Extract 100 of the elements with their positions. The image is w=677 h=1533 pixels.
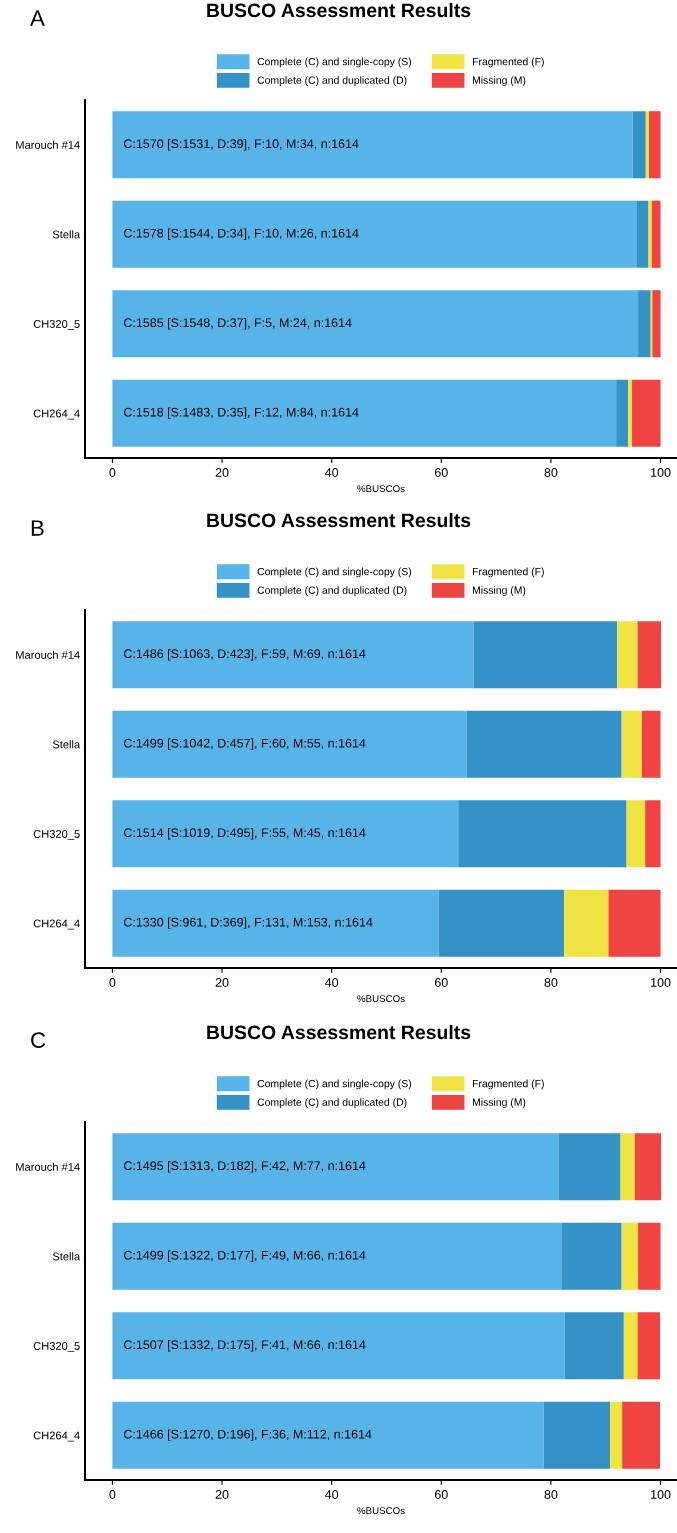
legend-label: Fragmented (F) [472,57,544,68]
bar [620,1133,635,1201]
annotation: C:1514 [S:1019, D:495], F:55, M:45, n:1614 [124,827,366,840]
legend-label: Complete (C) and duplicated (D) [257,76,407,86]
annotation: C:1578 [S:1544, D:34], F:10, M:26, n:1614 [124,228,359,241]
legend-label: Missing (M) [472,586,526,596]
legend-label: Fragmented (F) [472,567,544,578]
legend-label: Complete (C) and single-copy (S) [257,567,412,578]
y-tick-label: CH320_5 [33,320,80,330]
bar [621,1222,639,1290]
annotation: C:1330 [S:961, D:369], F:131, M:153, n:1614 [124,917,373,930]
chart-title: BUSCO Assessment Results [207,1024,471,1040]
x-tick-label: 40 [325,468,339,477]
bar [112,1401,544,1469]
y-tick-label: CH264_4 [33,1431,80,1442]
x-tick-label: 20 [215,1490,229,1499]
y-tick-label: CH264_4 [33,919,80,930]
x-tick-label: 0 [109,978,116,987]
bar [112,111,633,179]
y-tick-label: Stella [52,1252,81,1261]
y-tick-label: CH320_5 [33,830,80,840]
legend-label: Missing (M) [472,1098,526,1108]
y-tick-label: Stella [52,740,81,749]
bar [558,1133,621,1201]
bar [112,1222,562,1290]
bar [634,1133,662,1201]
x-tick-label: 80 [544,978,558,987]
bar [473,621,618,689]
bar [112,800,459,868]
bar [438,889,565,957]
x-tick-label: 60 [434,1490,448,1499]
bar [112,379,617,447]
annotation: C:1499 [S:1322, D:177], F:49, M:66, n:1614 [124,1250,366,1263]
bar [649,111,661,179]
bar [645,111,650,179]
x-tick-label: 20 [215,468,229,477]
bar [637,621,662,689]
legend-label: Fragmented (F) [472,1079,544,1090]
x-axis-title: %BUSCOs [357,995,405,1003]
bar [610,1401,623,1469]
x-tick-label: 80 [544,1490,558,1499]
x-tick-label: 80 [544,468,558,477]
bar [621,710,642,778]
x-axis-title: %BUSCOs [357,485,405,493]
bar [564,1312,624,1380]
bar [645,800,661,868]
bar [466,710,622,778]
chart-title: BUSCO Assessment Results [207,2,471,18]
legend-label: Complete (C) and single-copy (S) [257,57,412,68]
bar [641,710,661,778]
y-tick-label: Stella [52,230,81,239]
annotation: C:1499 [S:1042, D:457], F:60, M:55, n:1614 [124,738,366,751]
bar [112,1133,559,1201]
x-tick-label: 100 [651,468,671,477]
bar [636,200,649,268]
bar [112,889,439,957]
legend-label: Complete (C) and duplicated (D) [257,586,407,596]
x-tick-label: 0 [109,468,116,477]
y-tick-label: Marouch #14 [16,1162,80,1171]
x-tick-label: 40 [325,978,339,987]
x-tick-label: 100 [651,978,671,987]
bar [632,111,646,179]
bar [637,1312,661,1380]
annotation: C:1507 [S:1332, D:175], F:41, M:66, n:1614 [124,1339,366,1352]
annotation: C:1486 [S:1063, D:423], F:59, M:69, n:1614 [124,648,366,661]
bar [652,290,661,358]
legend-label: Complete (C) and duplicated (D) [257,1098,407,1108]
y-tick-label: CH264_4 [33,409,80,420]
bar [112,710,467,778]
bar [112,200,637,268]
annotation: C:1570 [S:1531, D:39], F:10, M:34, n:1614 [124,138,359,151]
bar [564,889,609,957]
x-tick-label: 20 [215,978,229,987]
bar [112,621,474,689]
bar [561,1222,622,1290]
y-tick-label: CH320_5 [33,1342,80,1352]
text: A [30,10,45,26]
bar [112,1312,565,1380]
text: C [31,1032,46,1048]
bar [651,200,661,268]
text: B [31,520,44,536]
bar [626,800,646,868]
bar [638,1222,661,1290]
bar [623,1312,638,1380]
annotation: C:1466 [S:1270, D:196], F:36, M:112, n:1614 [124,1429,372,1442]
chart-title: BUSCO Assessment Results [207,512,471,528]
bar [628,379,633,447]
legend-label: Missing (M) [472,76,526,86]
bar [648,200,652,268]
x-tick-label: 60 [434,468,448,477]
bar [638,290,651,358]
bar [616,379,629,447]
x-tick-label: 0 [109,1490,116,1499]
bar [622,1401,661,1469]
x-axis-title: %BUSCOs [357,1507,405,1515]
x-tick-label: 40 [325,1490,339,1499]
annotation: C:1518 [S:1483, D:35], F:12, M:84, n:1614 [124,407,359,420]
annotation: C:1585 [S:1548, D:37], F:5, M:24, n:1614 [124,317,352,330]
annotation: C:1495 [S:1313, D:182], F:42, M:77, n:1614 [124,1160,366,1173]
bar [458,800,627,868]
